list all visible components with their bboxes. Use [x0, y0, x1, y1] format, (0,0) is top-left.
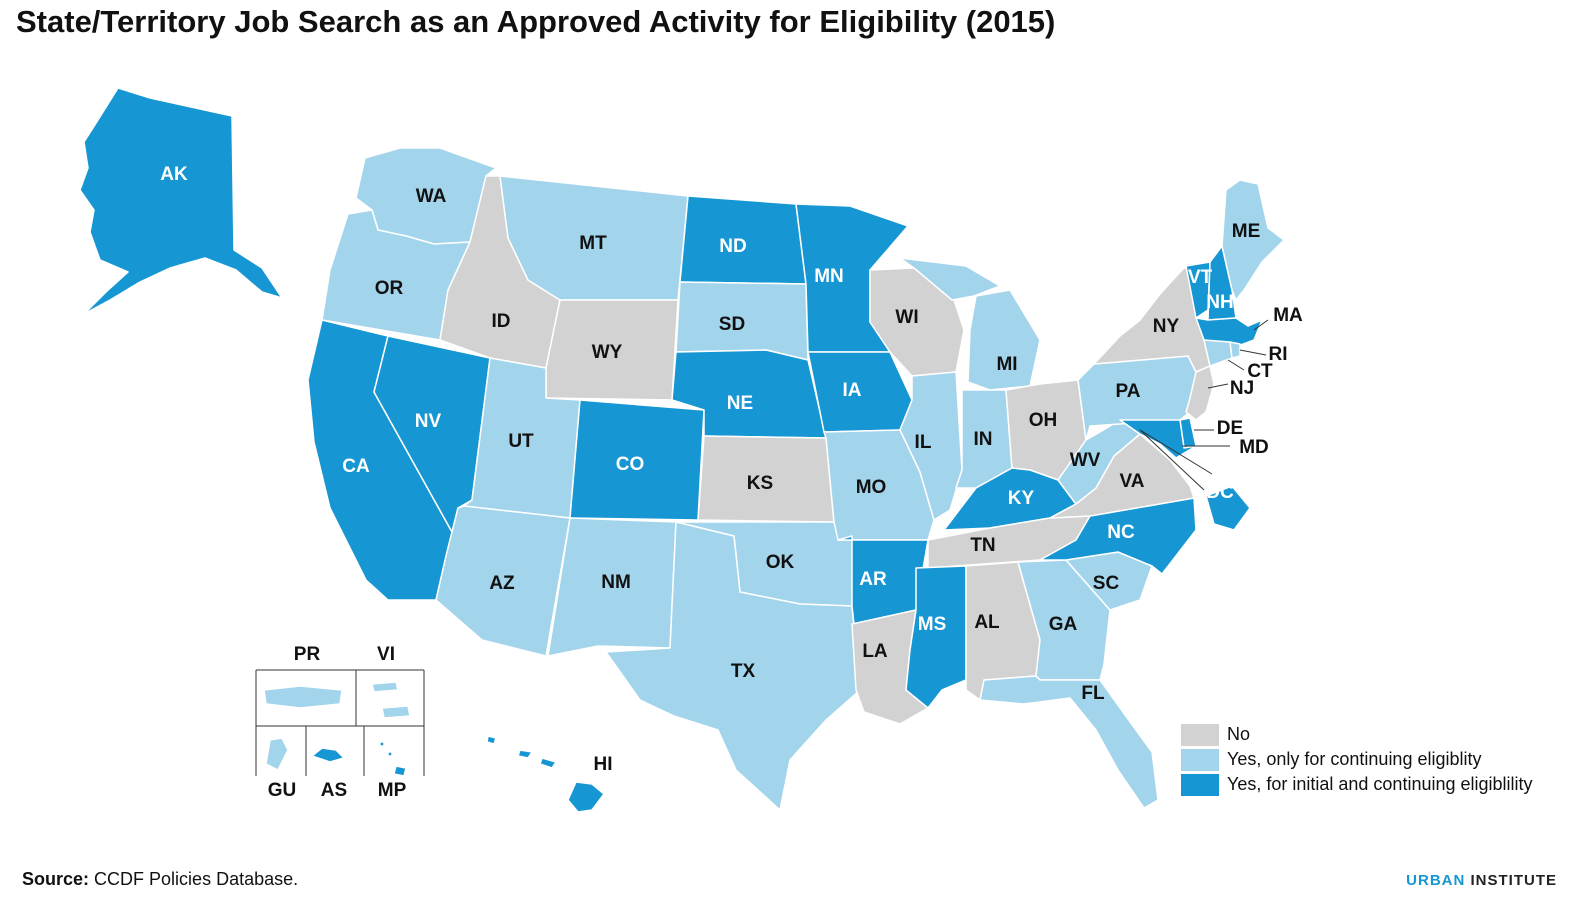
state-label-VI: VI	[377, 644, 395, 665]
state-ME	[1221, 179, 1285, 301]
legend-item-no: No	[1181, 722, 1533, 747]
state-label-DC: DC	[1206, 482, 1234, 503]
state-label-ME: ME	[1232, 221, 1261, 242]
state-label-IA: IA	[843, 380, 862, 401]
state-HI	[486, 735, 605, 813]
source-prefix: Source:	[22, 869, 90, 889]
state-label-WI: WI	[895, 307, 918, 328]
state-label-IN: IN	[974, 429, 993, 450]
state-label-AK: AK	[160, 164, 188, 185]
state-MD	[1119, 419, 1197, 459]
legend-label-initial: Yes, for initial and continuing eligibli…	[1227, 774, 1533, 794]
state-FL	[979, 675, 1159, 809]
state-label-TN: TN	[970, 535, 995, 556]
state-label-PA: PA	[1116, 381, 1141, 402]
state-label-MD: MD	[1239, 437, 1269, 458]
state-label-NY: NY	[1153, 316, 1180, 337]
territory-AS	[311, 747, 345, 763]
state-label-OK: OK	[766, 552, 795, 573]
state-label-WY: WY	[592, 342, 623, 363]
state-label-NM: NM	[601, 572, 631, 593]
state-label-NE: NE	[727, 393, 753, 414]
state-label-SD: SD	[719, 314, 745, 335]
state-label-AS: AS	[321, 780, 347, 801]
state-label-OH: OH	[1029, 410, 1058, 431]
legend-swatch-continuing	[1181, 748, 1219, 771]
state-label-MA: MA	[1273, 305, 1303, 326]
legend-item-initial: Yes, for initial and continuing eligibli…	[1181, 772, 1533, 797]
state-label-VA: VA	[1120, 471, 1145, 492]
map-title: State/Territory Job Search as an Approve…	[16, 4, 1056, 39]
state-label-AR: AR	[859, 569, 887, 590]
state-label-MI: MI	[996, 354, 1017, 375]
state-IL	[899, 371, 963, 521]
state-label-ND: ND	[719, 236, 746, 257]
state-label-WV: WV	[1070, 450, 1101, 471]
state-label-MP: MP	[378, 780, 407, 801]
state-label-group: AK HI WA OR CA ID NV MT WY UT AZ CO NM ND SD NE KS OK TX MN…	[160, 164, 1303, 801]
state-label-AL: AL	[974, 612, 1000, 633]
source-text: CCDF Policies Database.	[94, 869, 299, 889]
state-AK	[79, 87, 283, 315]
state-label-CO: CO	[616, 454, 645, 475]
legend: No Yes, only for continuing eligiblity Y…	[1181, 722, 1533, 797]
logo-part-institute: INSTITUTE	[1470, 872, 1557, 889]
urban-institute-logo: URBAN INSTITUTE	[1406, 872, 1557, 889]
legend-swatch-no	[1181, 723, 1219, 746]
state-MI	[899, 257, 1041, 391]
state-label-SC: SC	[1093, 573, 1120, 594]
state-label-GU: GU	[268, 780, 297, 801]
legend-item-continuing: Yes, only for continuing eligiblity	[1181, 747, 1533, 772]
logo-part-urban: URBAN	[1406, 872, 1466, 889]
state-label-MN: MN	[814, 266, 844, 287]
state-label-LA: LA	[862, 641, 888, 662]
state-label-KS: KS	[747, 473, 773, 494]
state-NM	[547, 517, 677, 657]
state-DC	[1205, 485, 1251, 531]
state-label-HI: HI	[594, 754, 613, 775]
state-label-MS: MS	[918, 614, 947, 635]
state-label-DE: DE	[1217, 418, 1243, 439]
state-label-WA: WA	[416, 186, 447, 207]
territory-VI	[371, 681, 411, 719]
state-label-IL: IL	[915, 432, 932, 453]
state-WY	[545, 299, 679, 401]
state-label-NJ: NJ	[1230, 378, 1254, 399]
state-label-MO: MO	[856, 477, 887, 498]
state-TX	[605, 521, 861, 811]
state-label-CA: CA	[342, 456, 370, 477]
territory-MP	[379, 741, 407, 777]
state-label-ID: ID	[492, 311, 511, 332]
state-label-NV: NV	[415, 411, 442, 432]
state-label-FL: FL	[1081, 683, 1105, 704]
state-label-NC: NC	[1107, 522, 1135, 543]
state-label-CT: CT	[1247, 361, 1273, 382]
state-label-AZ: AZ	[489, 573, 515, 594]
state-label-VT: VT	[1188, 267, 1213, 288]
state-NJ	[1185, 365, 1215, 421]
state-RI	[1229, 341, 1241, 359]
legend-swatch-initial	[1181, 773, 1219, 796]
state-NH	[1207, 245, 1237, 321]
legend-label-no: No	[1227, 724, 1251, 744]
territory-GU	[265, 737, 289, 771]
state-label-RI: RI	[1269, 344, 1288, 365]
state-label-MT: MT	[579, 233, 607, 254]
source-note: Source: CCDF Policies Database.	[22, 869, 298, 890]
state-label-KY: KY	[1008, 488, 1035, 509]
state-label-TX: TX	[731, 661, 756, 682]
legend-label-continuing: Yes, only for continuing eligiblity	[1227, 749, 1482, 769]
state-label-OR: OR	[375, 278, 404, 299]
territory-PR	[263, 685, 343, 709]
state-label-NH: NH	[1206, 292, 1233, 313]
state-NC	[1039, 497, 1197, 575]
state-label-GA: GA	[1049, 614, 1078, 635]
state-label-PR: PR	[294, 644, 321, 665]
state-label-UT: UT	[508, 431, 534, 452]
